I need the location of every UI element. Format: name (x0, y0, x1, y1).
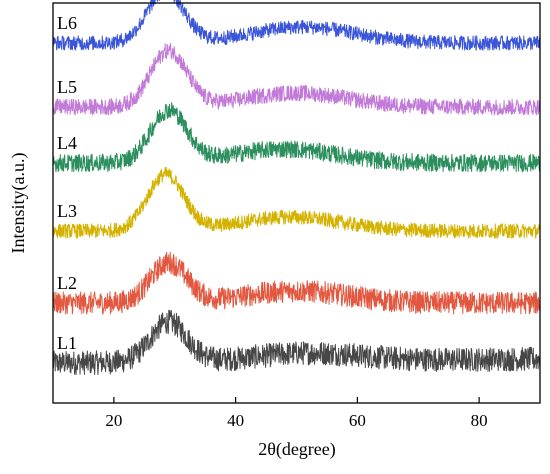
series-line-l3 (52, 166, 541, 239)
x-tick-label-40: 40 (227, 411, 244, 430)
series-label-l3: L3 (57, 201, 77, 221)
series-label-l4: L4 (57, 133, 77, 153)
series-line-l1 (52, 309, 541, 376)
series-line-l2 (52, 251, 541, 315)
x-tick-label-80: 80 (471, 411, 488, 430)
series-labels: L1 L2 L3 L4 L5 L6 (57, 13, 77, 353)
series-label-l1: L1 (57, 333, 77, 353)
y-axis-title: Intensity(a.u.) (8, 153, 29, 254)
series-line-l4 (52, 102, 541, 173)
series-label-l6: L6 (57, 13, 77, 33)
x-tick-label-20: 20 (105, 411, 122, 430)
plot-area (52, 0, 541, 376)
series-label-l5: L5 (57, 77, 77, 97)
series-line-l5 (52, 42, 541, 116)
series-label-l2: L2 (57, 273, 77, 293)
x-tick-label-60: 60 (349, 411, 366, 430)
x-axis: 20 40 60 80 (105, 397, 488, 430)
x-axis-title: 2θ(degree) (258, 439, 336, 460)
series-line-l6 (52, 0, 541, 51)
plot-frame (52, 2, 541, 404)
